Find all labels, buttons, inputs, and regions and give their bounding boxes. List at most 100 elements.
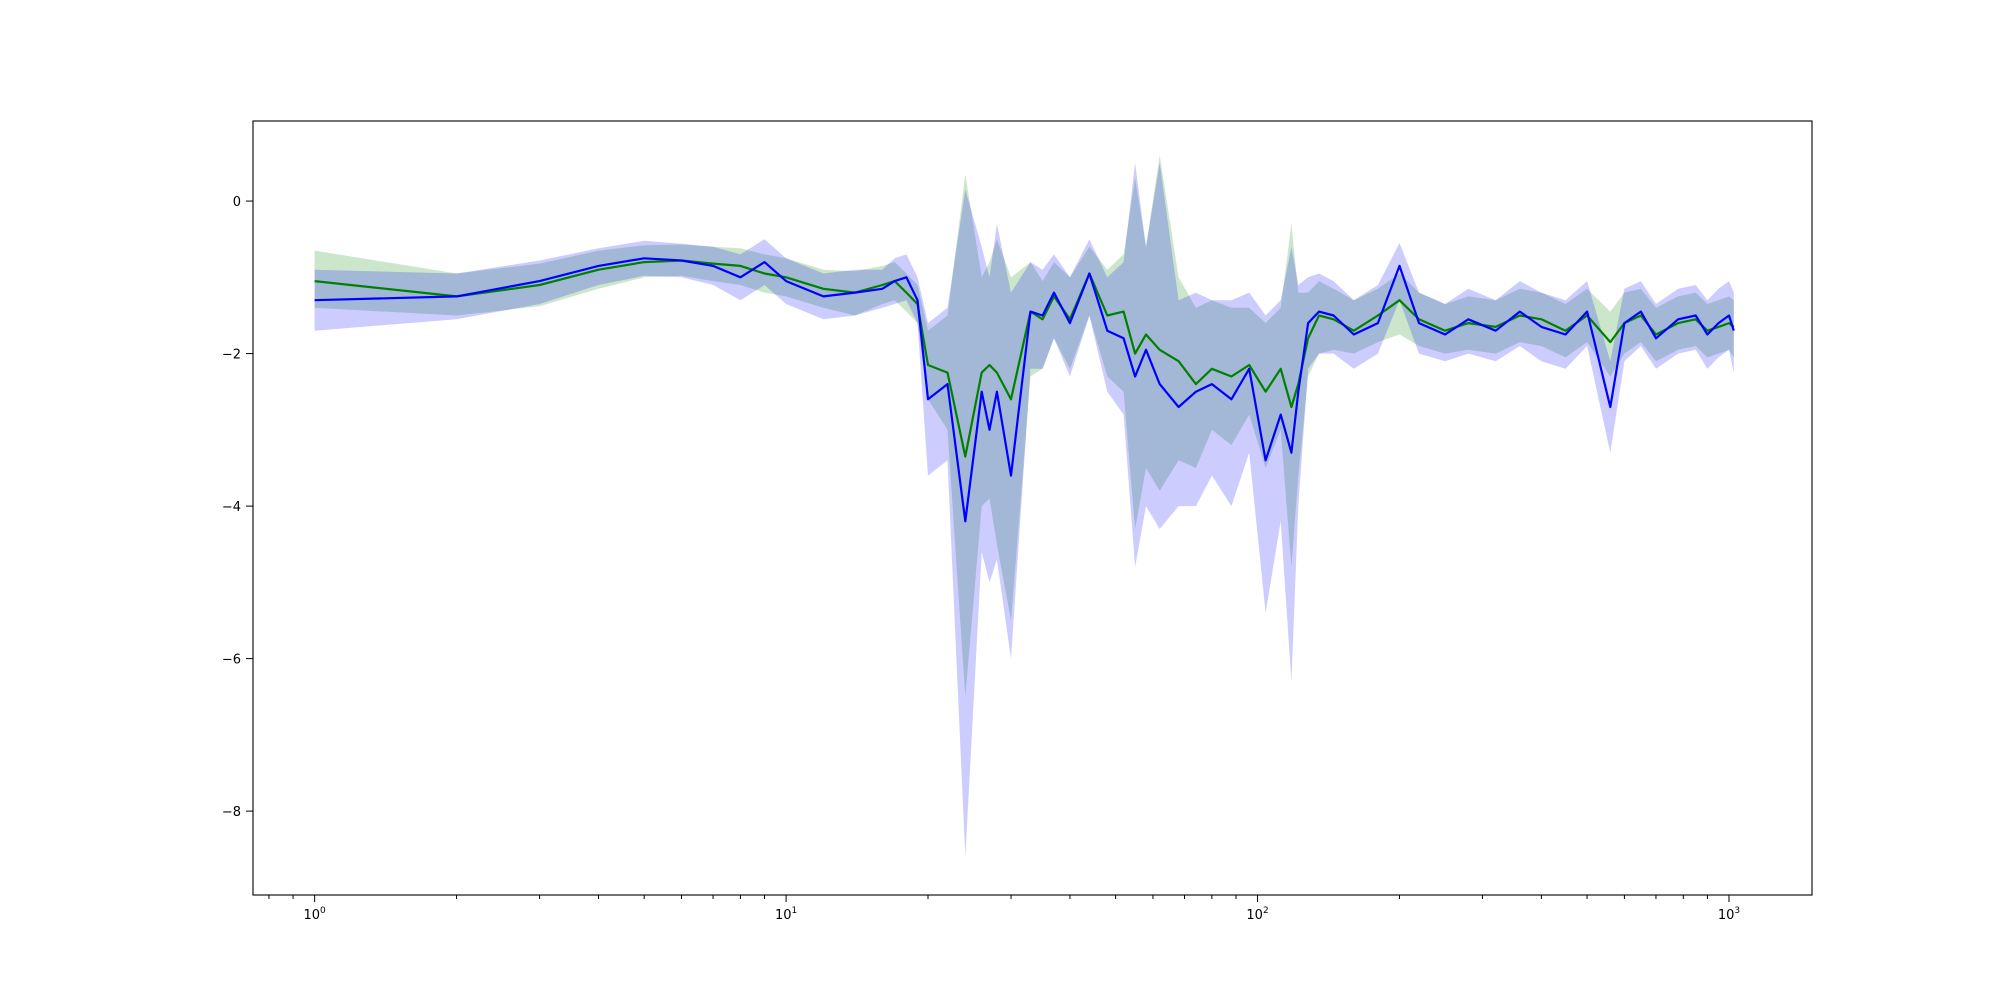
confidence-bands xyxy=(314,155,1734,857)
series-2-point xyxy=(1467,318,1469,320)
series-2-point xyxy=(854,291,856,293)
series-1-point xyxy=(1353,330,1355,332)
series-2-point xyxy=(946,383,948,385)
series-2-point xyxy=(1717,322,1719,324)
series-2-point xyxy=(1177,406,1179,408)
series-1-point xyxy=(1264,391,1266,393)
series-1-point xyxy=(1377,314,1379,316)
series-2-point xyxy=(1230,398,1232,400)
series-1-point xyxy=(763,272,765,274)
series-1-point xyxy=(1106,314,1108,316)
series-2-point xyxy=(1655,337,1657,339)
series-2-point xyxy=(1677,318,1679,320)
series-2-point xyxy=(916,299,918,301)
series-1-point xyxy=(1444,330,1446,332)
series-2-point xyxy=(964,520,966,522)
series-2-point xyxy=(996,391,998,393)
series-1-point xyxy=(1609,341,1611,343)
series-1-point xyxy=(1211,368,1213,370)
series-2-point xyxy=(1264,459,1266,461)
series-2-point xyxy=(1640,310,1642,312)
series-2-point xyxy=(455,295,457,297)
series-1-point xyxy=(1134,352,1136,354)
series-1-point xyxy=(1398,299,1400,301)
series-1-point xyxy=(946,371,948,373)
series-2-point xyxy=(643,257,645,259)
series-1-point xyxy=(597,269,599,271)
series-1-point xyxy=(1248,364,1250,366)
series-2-point xyxy=(1280,413,1282,415)
series-2-point xyxy=(1728,314,1730,316)
series-2-band xyxy=(314,162,1734,857)
series-1-point xyxy=(1159,349,1161,351)
series-2-point xyxy=(712,265,714,267)
series-2-point xyxy=(1053,291,1055,293)
series-2-point xyxy=(1211,383,1213,385)
series-1-point xyxy=(964,455,966,457)
series-2-point xyxy=(1159,383,1161,385)
series-2-point xyxy=(1010,474,1012,476)
series-2-point xyxy=(1106,330,1108,332)
series-2-point xyxy=(1623,322,1625,324)
series-1-point xyxy=(313,280,315,282)
series-2-point xyxy=(1290,452,1292,454)
series-1-point xyxy=(905,291,907,293)
series-2-point xyxy=(1297,391,1299,393)
series-1-point xyxy=(739,265,741,267)
series-2-point xyxy=(313,299,315,301)
series-2-point xyxy=(1377,322,1379,324)
series-1-point xyxy=(1230,375,1232,377)
series-2-point xyxy=(927,398,929,400)
series-1-point xyxy=(881,284,883,286)
series-2-point xyxy=(1145,349,1147,351)
series-1-point xyxy=(1332,318,1334,320)
y-tick-label: −8 xyxy=(222,805,241,820)
series-2-point xyxy=(1307,322,1309,324)
series-1-point xyxy=(981,371,983,373)
series-1-point xyxy=(1145,333,1147,335)
series-1-point xyxy=(1728,322,1730,324)
series-1-point xyxy=(1495,326,1497,328)
series-2-point xyxy=(763,261,765,263)
series-2-point xyxy=(538,280,540,282)
series-2-point xyxy=(1398,265,1400,267)
series-1-band xyxy=(314,155,1734,697)
series-2-point xyxy=(1586,310,1588,312)
series-1-point xyxy=(1280,368,1282,370)
series-2-point xyxy=(785,280,787,282)
y-axis: 0 −2 −4 −6 −8 xyxy=(222,195,253,820)
series-1-point xyxy=(538,284,540,286)
series-2-point xyxy=(1134,375,1136,377)
y-tick-label: −2 xyxy=(222,348,241,363)
x-axis: 100 101 102 103 xyxy=(268,895,1740,923)
series-2-point xyxy=(822,295,824,297)
series-2-point xyxy=(1444,333,1446,335)
series-2-line xyxy=(314,257,1735,523)
y-tick-label: −4 xyxy=(222,500,241,515)
series-1-point xyxy=(927,364,929,366)
series-2-point xyxy=(1609,406,1611,408)
series-1-point xyxy=(996,371,998,373)
series-1-point xyxy=(1467,322,1469,324)
series-1-point xyxy=(1195,383,1197,385)
series-2-point xyxy=(1564,333,1566,335)
series-2-point xyxy=(1041,314,1043,316)
series-2-point xyxy=(597,265,599,267)
series-1-point xyxy=(1540,318,1542,320)
series-1-point xyxy=(1122,310,1124,312)
series-1-point xyxy=(1041,318,1043,320)
series-2-point xyxy=(905,276,907,278)
series-2-point xyxy=(1088,272,1090,274)
series-2-point xyxy=(1519,310,1521,312)
x-tick-label: 101 xyxy=(775,906,797,923)
series-2-point xyxy=(1332,314,1334,316)
x-tick-label: 102 xyxy=(1246,906,1268,923)
series-2-point xyxy=(981,391,983,393)
series-lines xyxy=(313,257,1735,523)
series-2-point xyxy=(1029,310,1031,312)
series-1-point xyxy=(1010,398,1012,400)
series-2-point xyxy=(739,276,741,278)
series-1-point xyxy=(1564,330,1566,332)
series-2-point xyxy=(894,280,896,282)
